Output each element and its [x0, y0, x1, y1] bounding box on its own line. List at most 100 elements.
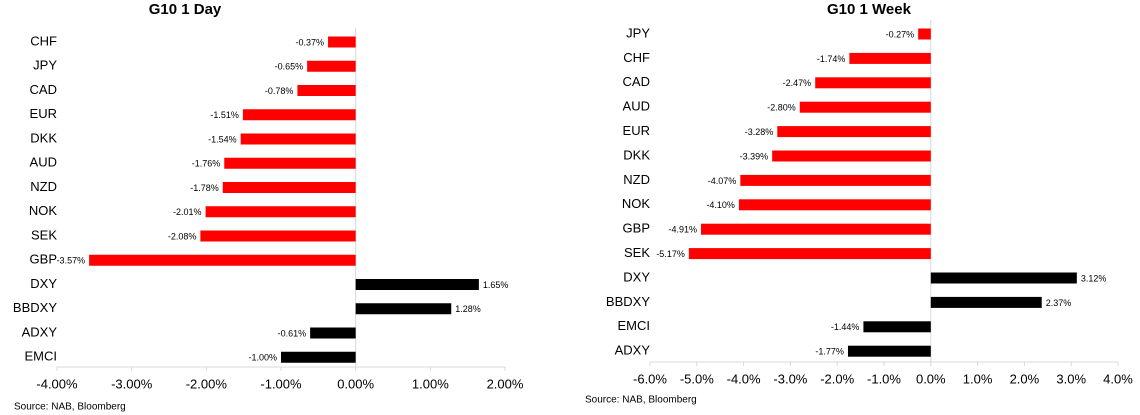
category-label: EMCI [618, 318, 651, 333]
value-label: 2.37% [1046, 298, 1072, 308]
x-tick-label: -4.00% [36, 376, 78, 391]
bar [738, 199, 931, 211]
category-label: CHF [30, 33, 57, 48]
category-label: SEK [31, 227, 57, 242]
bar [740, 174, 931, 186]
category-label: JPY [33, 58, 57, 73]
value-label: -0.78% [265, 86, 294, 96]
bar [930, 296, 1042, 308]
category-label: ADXY [615, 343, 651, 358]
bar [307, 60, 356, 72]
bar [863, 321, 931, 333]
value-label: -0.65% [275, 62, 304, 72]
category-label: AUD [623, 99, 650, 114]
x-tick-label: -2.00% [186, 376, 228, 391]
category-label: EUR [30, 106, 57, 121]
bar [930, 272, 1077, 284]
category-label: NOK [29, 203, 58, 218]
x-tick-label: 2.00% [487, 376, 524, 391]
value-label: -2.08% [168, 231, 197, 241]
x-tick-label: -6.0% [633, 371, 667, 386]
bar [240, 133, 356, 145]
bar [777, 126, 931, 138]
chart-title: G10 1 Day [149, 1, 222, 18]
category-label: SEK [624, 245, 650, 260]
category-label: JPY [626, 25, 650, 40]
value-label: -1.77% [815, 347, 844, 357]
bar [918, 28, 931, 40]
x-tick-label: -4.0% [727, 371, 761, 386]
value-label: -0.61% [278, 328, 307, 338]
category-label: NOK [622, 196, 651, 211]
category-label: GBP [623, 221, 650, 236]
bar [799, 101, 931, 113]
x-tick-label: -3.00% [111, 376, 153, 391]
x-tick-label: -1.0% [867, 371, 901, 386]
x-tick-label: 1.0% [963, 371, 993, 386]
category-label: DXY [623, 269, 650, 284]
value-label: -3.57% [57, 256, 86, 266]
bar [242, 109, 356, 121]
value-label: -2.47% [783, 78, 812, 88]
x-tick-label: -5.0% [680, 371, 714, 386]
category-label: CAD [623, 74, 650, 89]
bar [701, 223, 931, 235]
value-label: -5.17% [656, 249, 685, 259]
value-label: -0.27% [886, 29, 915, 39]
value-label: 3.12% [1081, 273, 1107, 283]
x-tick-label: 0.00% [337, 376, 374, 391]
bar [200, 230, 356, 242]
value-label: 1.28% [455, 304, 481, 314]
value-label: -1.51% [210, 110, 239, 120]
bar [222, 182, 356, 193]
x-tick-label: 3.0% [1056, 371, 1086, 386]
value-label: -4.07% [708, 176, 737, 186]
category-label: AUD [30, 155, 57, 170]
value-label: -1.78% [190, 183, 219, 193]
x-tick-label: 0.0% [916, 371, 946, 386]
bar [89, 254, 356, 266]
category-label: DKK [623, 147, 650, 162]
category-label: DXY [30, 276, 57, 291]
bar [815, 77, 931, 89]
category-label: NZD [30, 179, 57, 194]
x-tick-label: -3.0% [773, 371, 807, 386]
value-label: -3.39% [740, 151, 769, 161]
source-note: Source: NAB, Bloomberg [585, 395, 697, 406]
value-label: -1.44% [831, 322, 860, 332]
value-label: -2.80% [767, 103, 796, 113]
category-label: BBDXY [13, 300, 57, 315]
category-label: DKK [30, 130, 57, 145]
bar [328, 36, 356, 48]
chart-title: G10 1 Week [827, 1, 912, 18]
bar [355, 303, 452, 315]
category-label: GBP [30, 252, 57, 267]
bar [849, 52, 931, 64]
x-tick-label: -1.00% [260, 376, 302, 391]
value-label: 1.65% [483, 280, 509, 290]
category-label: CHF [623, 50, 650, 65]
bar [205, 206, 356, 218]
category-label: EMCI [25, 349, 58, 364]
category-label: BBDXY [606, 294, 650, 309]
bar [224, 157, 356, 169]
x-tick-label: -2.0% [820, 371, 854, 386]
bar [772, 150, 931, 162]
value-label: -0.37% [296, 37, 325, 47]
value-label: -1.00% [248, 353, 277, 363]
x-tick-label: 2.0% [1010, 371, 1040, 386]
value-label: -1.54% [208, 134, 237, 144]
value-label: -4.91% [668, 225, 697, 235]
value-label: -1.76% [192, 159, 221, 169]
category-label: CAD [30, 82, 57, 97]
x-tick-label: 4.0% [1103, 371, 1133, 386]
bar [355, 279, 479, 290]
bar [310, 327, 356, 339]
value-label: -1.74% [817, 54, 846, 64]
category-label: NZD [623, 172, 650, 187]
x-tick-label: 1.00% [412, 376, 449, 391]
bar [281, 351, 356, 363]
source-note: Source: NAB, Bloomberg [14, 402, 126, 413]
